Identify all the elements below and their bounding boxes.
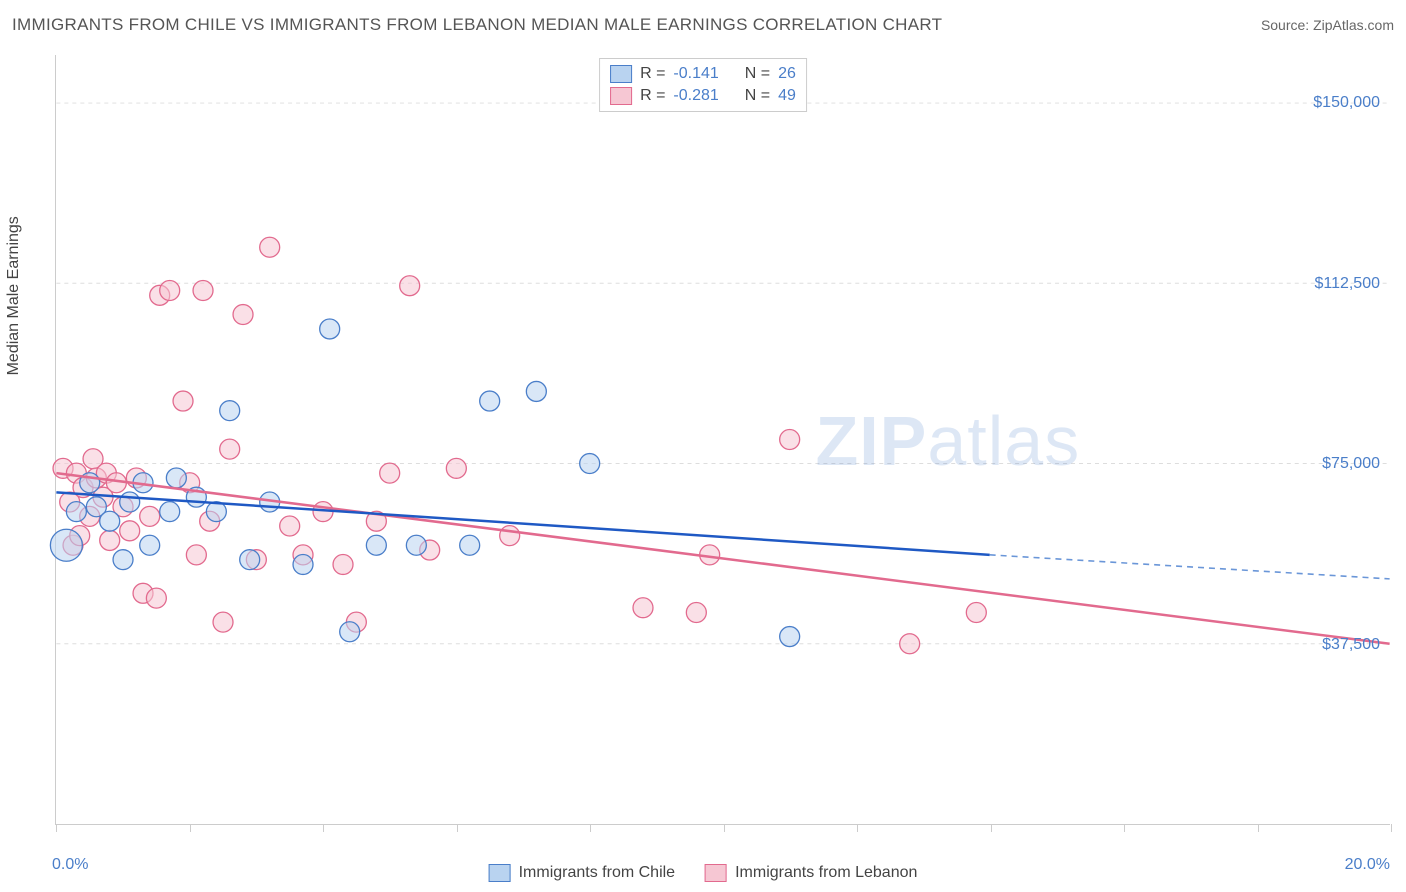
data-point (50, 529, 82, 561)
ytick-label: $150,000 (1313, 94, 1380, 112)
series-legend: Immigrants from Chile Immigrants from Le… (489, 864, 918, 882)
legend-swatch-pink (705, 864, 727, 882)
data-point (160, 281, 180, 301)
trend-line (990, 555, 1390, 579)
chart-header: IMMIGRANTS FROM CHILE VS IMMIGRANTS FROM… (12, 15, 1394, 35)
ytick-label: $37,500 (1322, 636, 1380, 654)
data-point (100, 511, 120, 531)
data-point (173, 391, 193, 411)
data-point (780, 627, 800, 647)
data-point (686, 603, 706, 623)
data-point (900, 634, 920, 654)
data-point (460, 535, 480, 555)
n-prefix: N = (745, 87, 770, 105)
data-point (526, 381, 546, 401)
data-point (166, 468, 186, 488)
data-point (66, 502, 86, 522)
data-point (340, 622, 360, 642)
xtick (724, 824, 725, 832)
xtick (1391, 824, 1392, 832)
corr-row-blue: R = -0.141 N = 26 (610, 63, 796, 85)
data-point (966, 603, 986, 623)
plot-area: $37,500 $75,000 $112,500 $150,000 (55, 55, 1390, 825)
data-point (100, 530, 120, 550)
data-point (580, 454, 600, 474)
n-value-pink: 49 (778, 87, 796, 105)
legend-item-blue: Immigrants from Chile (489, 864, 675, 882)
data-point (220, 439, 240, 459)
legend-item-pink: Immigrants from Lebanon (705, 864, 917, 882)
x-end-label: 20.0% (1345, 856, 1390, 874)
data-point (366, 535, 386, 555)
data-point (500, 526, 520, 546)
corr-row-pink: R = -0.281 N = 49 (610, 85, 796, 107)
chart-title: IMMIGRANTS FROM CHILE VS IMMIGRANTS FROM… (12, 15, 942, 35)
data-point (113, 550, 133, 570)
r-prefix: R = (640, 87, 665, 105)
ytick-label: $75,000 (1322, 455, 1380, 473)
data-point (146, 588, 166, 608)
swatch-blue (610, 65, 632, 83)
n-value-blue: 26 (778, 65, 796, 83)
r-value-blue: -0.141 (673, 65, 718, 83)
data-point (446, 458, 466, 478)
data-point (633, 598, 653, 618)
data-point (193, 281, 213, 301)
data-point (400, 276, 420, 296)
legend-label-blue: Immigrants from Chile (519, 864, 675, 882)
data-point (186, 545, 206, 565)
x-start-label: 0.0% (52, 856, 88, 874)
n-prefix: N = (745, 65, 770, 83)
y-axis-label: Median Male Earnings (5, 216, 23, 375)
data-point (140, 535, 160, 555)
xtick (1258, 824, 1259, 832)
data-point (333, 554, 353, 574)
r-value-pink: -0.281 (673, 87, 718, 105)
data-point (780, 430, 800, 450)
xtick (457, 824, 458, 832)
xtick (1124, 824, 1125, 832)
data-point (213, 612, 233, 632)
data-point (480, 391, 500, 411)
legend-swatch-blue (489, 864, 511, 882)
swatch-pink (610, 87, 632, 105)
data-point (293, 554, 313, 574)
data-point (380, 463, 400, 483)
data-point (120, 521, 140, 541)
data-point (240, 550, 260, 570)
data-point (406, 535, 426, 555)
data-point (320, 319, 340, 339)
data-point (120, 492, 140, 512)
data-point (260, 237, 280, 257)
xtick (190, 824, 191, 832)
data-point (220, 401, 240, 421)
source-label: Source: ZipAtlas.com (1261, 17, 1394, 33)
legend-label-pink: Immigrants from Lebanon (735, 864, 917, 882)
data-point (160, 502, 180, 522)
data-point (140, 506, 160, 526)
xtick (323, 824, 324, 832)
correlation-legend: R = -0.141 N = 26 R = -0.281 N = 49 (599, 58, 807, 112)
ytick-label: $112,500 (1314, 275, 1380, 293)
xtick (590, 824, 591, 832)
chart-svg (56, 55, 1390, 824)
data-point (233, 305, 253, 325)
xtick (857, 824, 858, 832)
r-prefix: R = (640, 65, 665, 83)
xtick (991, 824, 992, 832)
data-point (280, 516, 300, 536)
xtick (56, 824, 57, 832)
